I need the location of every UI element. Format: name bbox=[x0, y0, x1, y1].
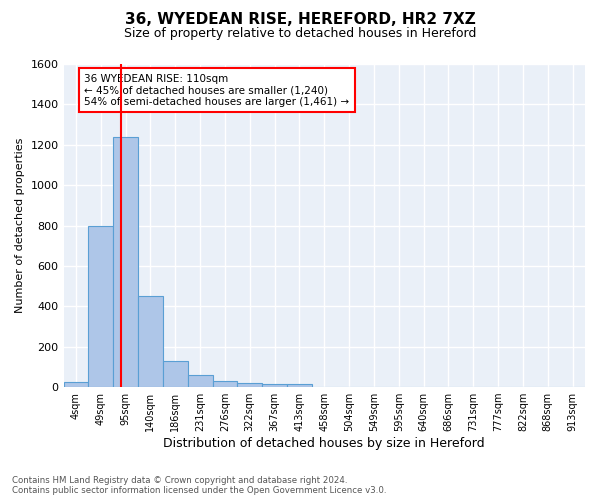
Bar bbox=[287, 384, 312, 387]
Text: Contains HM Land Registry data © Crown copyright and database right 2024.
Contai: Contains HM Land Registry data © Crown c… bbox=[12, 476, 386, 495]
Bar bbox=[188, 374, 212, 387]
Bar bbox=[88, 226, 113, 387]
Text: 36 WYEDEAN RISE: 110sqm
← 45% of detached houses are smaller (1,240)
54% of semi: 36 WYEDEAN RISE: 110sqm ← 45% of detache… bbox=[85, 74, 350, 107]
Y-axis label: Number of detached properties: Number of detached properties bbox=[15, 138, 25, 313]
X-axis label: Distribution of detached houses by size in Hereford: Distribution of detached houses by size … bbox=[163, 437, 485, 450]
Text: Size of property relative to detached houses in Hereford: Size of property relative to detached ho… bbox=[124, 28, 476, 40]
Bar bbox=[113, 136, 138, 387]
Bar bbox=[138, 296, 163, 387]
Bar bbox=[238, 383, 262, 387]
Bar bbox=[262, 384, 287, 387]
Bar bbox=[212, 382, 238, 387]
Text: 36, WYEDEAN RISE, HEREFORD, HR2 7XZ: 36, WYEDEAN RISE, HEREFORD, HR2 7XZ bbox=[125, 12, 475, 28]
Bar bbox=[163, 361, 188, 387]
Bar bbox=[64, 382, 88, 387]
